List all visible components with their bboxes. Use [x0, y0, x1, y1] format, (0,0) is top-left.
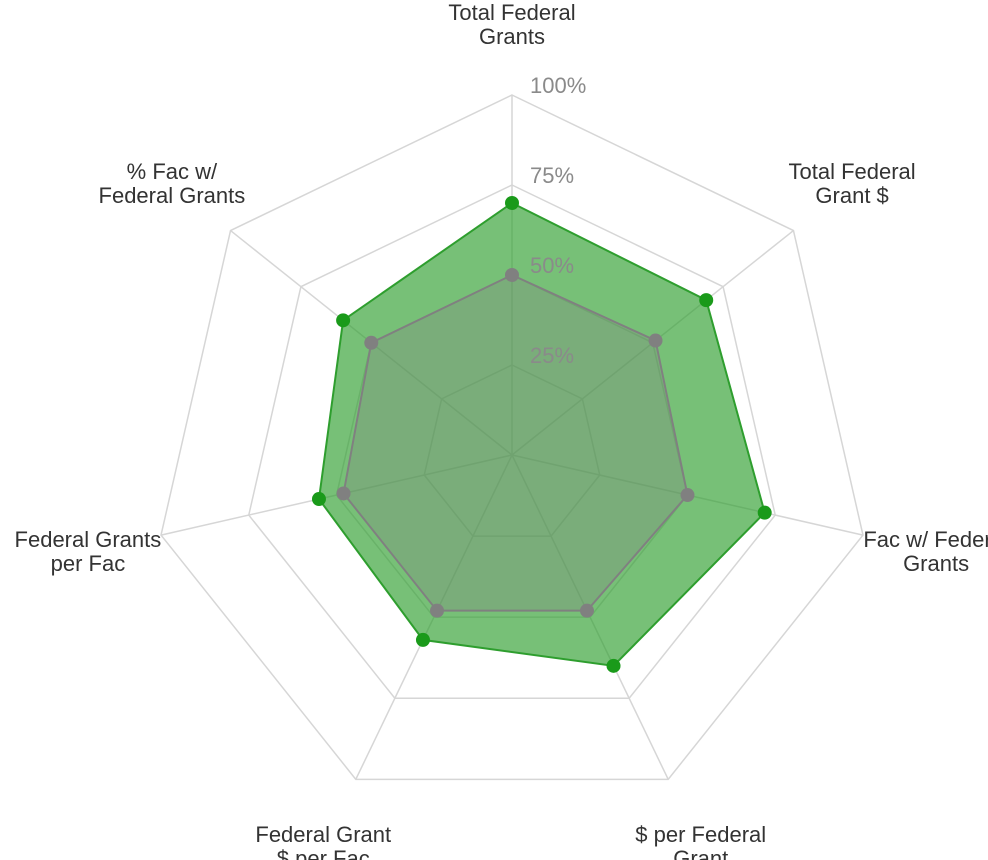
grid-ring: [160, 94, 864, 781]
grid-ring: [247, 184, 777, 700]
series-point: [505, 268, 519, 282]
series-point: [648, 333, 663, 348]
axis-label: Fac w/ Federal Grants: [863, 526, 988, 576]
series-point: [680, 488, 695, 503]
axis-label: $ per Federal Grant: [635, 821, 767, 860]
tick-label: 75%: [530, 163, 574, 188]
axis-label: Federal Grant $ per Fac: [255, 821, 392, 860]
series-point: [757, 505, 772, 520]
series-point: [415, 632, 430, 647]
series-area: [317, 201, 766, 667]
series-point: [364, 335, 379, 350]
series-point: [505, 196, 519, 210]
series-point: [336, 486, 351, 501]
tick-label: 100%: [530, 73, 586, 98]
series-point: [311, 492, 326, 507]
axis-label: % Fac w/ Federal Grants: [98, 158, 246, 208]
series-area: [342, 273, 689, 612]
axis-label: Total Federal Grant $: [788, 158, 916, 208]
series-point: [606, 658, 621, 673]
series-point: [699, 293, 714, 308]
series-point: [336, 313, 351, 328]
axis-label: Federal Grants per Fac: [14, 526, 162, 576]
series-point: [579, 603, 594, 618]
tick-label: 25%: [530, 343, 574, 368]
series-point: [430, 603, 445, 618]
axis-label: Total Federal Grants: [448, 0, 576, 49]
tick-label: 50%: [530, 253, 574, 278]
